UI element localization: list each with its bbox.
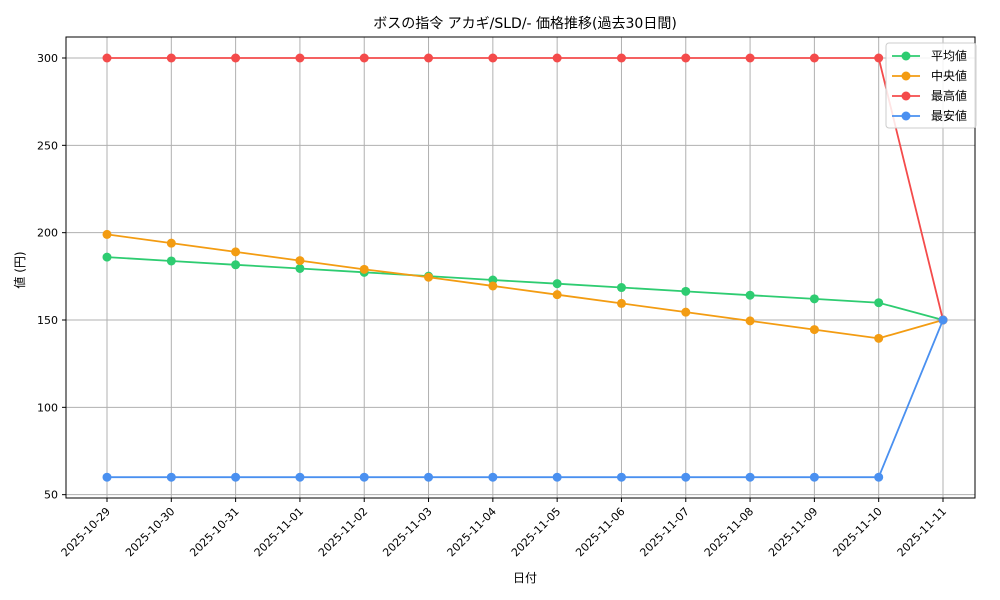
data-point [552, 472, 562, 482]
data-point [166, 238, 176, 248]
data-point [424, 53, 434, 63]
y-tick-label: 250 [37, 139, 58, 152]
data-point [616, 53, 626, 63]
series-line [102, 315, 948, 482]
data-point [295, 263, 305, 273]
data-point [745, 316, 755, 326]
data-point [874, 298, 884, 308]
data-point [102, 53, 112, 63]
legend-marker-icon [901, 71, 911, 81]
data-point [552, 290, 562, 300]
data-series [102, 53, 948, 482]
data-point [616, 298, 626, 308]
data-point [295, 53, 305, 63]
x-tick-label: 2025-11-08 [702, 505, 756, 559]
series-line [102, 252, 948, 325]
plot-area-frame [65, 36, 976, 499]
data-point [424, 472, 434, 482]
data-point [295, 472, 305, 482]
x-axis: 2025-10-29 2025-10-30 2025-10-31 2025-11-01… [59, 498, 949, 559]
chart-title: ボスの指令 アカギ/SLD/- 価格推移(過去30日間) [373, 16, 677, 32]
data-point [809, 325, 819, 335]
x-tick-label: 2025-11-06 [573, 505, 627, 559]
data-point [745, 53, 755, 63]
data-point [102, 472, 112, 482]
data-point [874, 333, 884, 343]
x-tick-label: 2025-11-04 [445, 505, 499, 559]
data-point [809, 472, 819, 482]
y-tick-label: 150 [37, 314, 58, 327]
data-point [231, 472, 241, 482]
data-point [681, 307, 691, 317]
data-point [488, 281, 498, 291]
legend-item: 最安値 [892, 108, 967, 123]
data-point [681, 286, 691, 296]
y-tick-label: 200 [37, 227, 58, 240]
legend-label: 中央値 [931, 68, 967, 83]
y-axis: 50 100 150 200 250 300 [37, 52, 66, 502]
x-tick-label: 2025-10-30 [123, 505, 177, 559]
data-point [424, 272, 434, 282]
y-axis-label: 値 (円) [12, 251, 27, 288]
data-point [359, 472, 369, 482]
data-point [231, 53, 241, 63]
grid-lines [66, 37, 975, 498]
data-point [745, 472, 755, 482]
x-tick-label: 2025-11-03 [380, 505, 434, 559]
data-point [231, 247, 241, 257]
x-tick-label: 2025-11-02 [316, 505, 370, 559]
legend-label: 平均値 [931, 48, 967, 63]
data-point [874, 472, 884, 482]
data-point [616, 472, 626, 482]
data-point [745, 290, 755, 300]
x-tick-label: 2025-10-29 [59, 505, 113, 559]
data-point [809, 294, 819, 304]
data-point [552, 279, 562, 289]
legend-label: 最高値 [931, 88, 967, 103]
x-tick-label: 2025-11-07 [637, 505, 691, 559]
data-point [359, 53, 369, 63]
data-point [488, 472, 498, 482]
data-point [359, 264, 369, 274]
y-tick-label: 50 [44, 489, 58, 502]
legend-marker-icon [901, 51, 911, 61]
legend-marker-icon [901, 91, 911, 101]
legend-item: 中央値 [892, 68, 967, 83]
x-tick-label: 2025-10-31 [187, 505, 241, 559]
data-point [616, 283, 626, 293]
x-tick-label: 2025-11-11 [895, 505, 949, 559]
legend-item: 最高値 [892, 88, 967, 103]
legend-item: 平均値 [892, 48, 967, 63]
legend-marker-icon [901, 111, 911, 121]
series-line [102, 229, 948, 343]
data-point [488, 53, 498, 63]
y-tick-label: 100 [37, 401, 58, 414]
data-point [681, 53, 691, 63]
x-tick-label: 2025-11-01 [252, 505, 306, 559]
data-point [552, 53, 562, 63]
x-axis-label: 日付 [513, 571, 537, 585]
x-tick-label: 2025-11-05 [509, 505, 563, 559]
data-point [809, 53, 819, 63]
data-point [231, 260, 241, 270]
y-tick-label: 300 [37, 52, 58, 65]
data-point [166, 472, 176, 482]
x-tick-label: 2025-11-10 [830, 505, 884, 559]
data-point [166, 256, 176, 266]
x-tick-label: 2025-11-09 [766, 505, 820, 559]
legend-box [885, 42, 977, 129]
series-line [102, 53, 948, 325]
data-point [102, 252, 112, 262]
data-point [938, 315, 948, 325]
data-point [166, 53, 176, 63]
data-point [295, 256, 305, 266]
legend-label: 最安値 [931, 108, 967, 123]
data-point [874, 53, 884, 63]
data-point [681, 472, 691, 482]
data-point [102, 229, 112, 239]
